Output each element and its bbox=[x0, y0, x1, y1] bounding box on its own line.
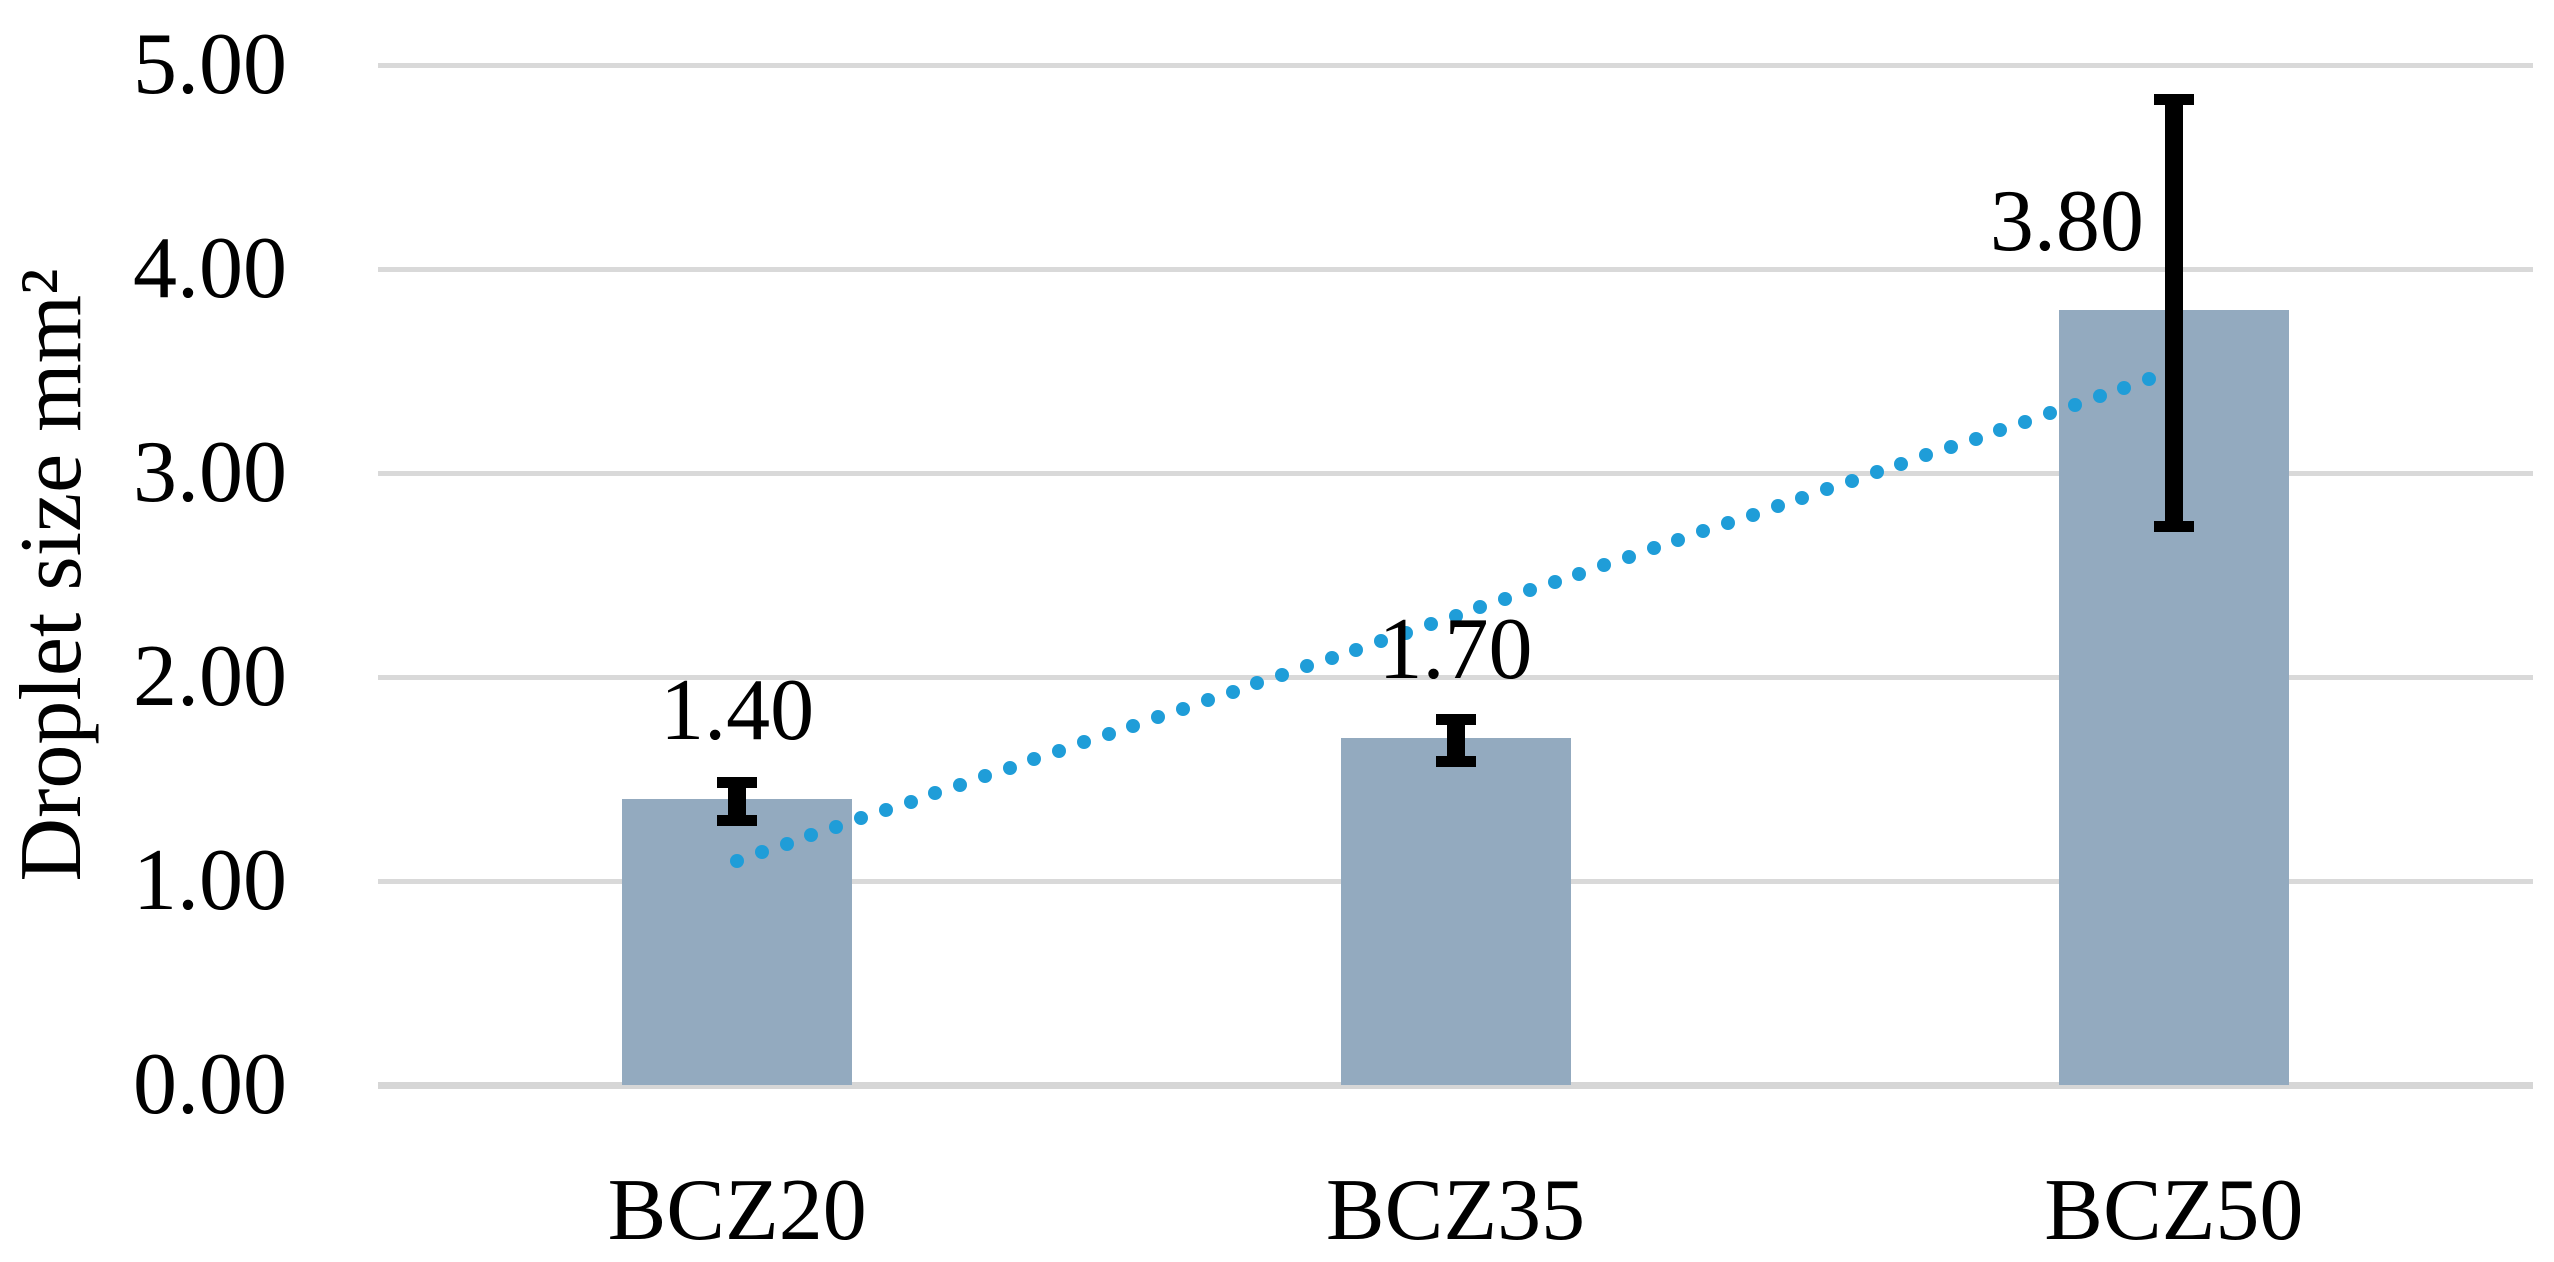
error-bar-cap-bottom bbox=[717, 814, 758, 826]
y-tick-label: 4.00 bbox=[133, 220, 287, 317]
trendline-dot bbox=[1745, 507, 1760, 522]
trendline-dot bbox=[953, 777, 968, 792]
bar-BCZ35 bbox=[1340, 738, 1571, 1085]
trendline-dot bbox=[779, 836, 794, 851]
x-category-label-BCZ50: BCZ50 bbox=[2044, 1162, 2304, 1259]
trendline-dot bbox=[1943, 439, 1958, 454]
trendline-dot bbox=[1151, 710, 1166, 725]
data-label-BCZ35: 1.70 bbox=[1378, 601, 1533, 699]
x-category-label-BCZ35: BCZ35 bbox=[1325, 1162, 1586, 1259]
trendline-dot bbox=[1671, 532, 1686, 547]
trendline-dot bbox=[1646, 541, 1661, 556]
error-bar-cap-bottom bbox=[2153, 521, 2194, 533]
trendline-dot bbox=[878, 802, 893, 817]
trendline-dot bbox=[1299, 659, 1314, 674]
trendline-dot bbox=[1547, 575, 1562, 590]
trendline-dot bbox=[1374, 634, 1389, 649]
trendline-dot bbox=[829, 819, 844, 834]
trendline-dot bbox=[1720, 515, 1735, 530]
trendline-dot bbox=[754, 845, 769, 860]
error-bar-cap-top bbox=[1435, 713, 1476, 725]
data-label-BCZ50: 3.80 bbox=[1989, 172, 2144, 270]
trendline-dot bbox=[1919, 448, 1934, 463]
error-bar-line bbox=[1446, 713, 1465, 767]
trendline-dot bbox=[1473, 600, 1488, 615]
trendline-dot bbox=[1126, 718, 1141, 733]
trendline-dot bbox=[1894, 456, 1909, 471]
error-bar-cap-top bbox=[717, 776, 758, 788]
trendline-dot bbox=[1101, 726, 1116, 741]
trendline-dot bbox=[2067, 397, 2082, 412]
gridline-3.00 bbox=[378, 471, 2533, 476]
trendline-dot bbox=[1398, 625, 1413, 640]
trendline-dot bbox=[1200, 693, 1215, 708]
gridline-2.00 bbox=[378, 675, 2533, 680]
trendline-dot bbox=[1052, 743, 1067, 758]
trendline-dot bbox=[1349, 642, 1364, 657]
trendline-dot bbox=[1597, 558, 1612, 573]
trendline-dot bbox=[730, 853, 745, 868]
trendline-dot bbox=[804, 828, 819, 843]
trendline-dot bbox=[1275, 667, 1290, 682]
trendline-dot bbox=[1027, 752, 1042, 767]
error-bar-line bbox=[2164, 93, 2183, 533]
trendline-dot bbox=[928, 786, 943, 801]
gridline-5.00 bbox=[378, 63, 2533, 68]
trendline-dot bbox=[1993, 423, 2008, 438]
trendline-dot bbox=[2117, 380, 2132, 395]
y-tick-label: 1.00 bbox=[133, 832, 287, 929]
error-bar-cap-top bbox=[2153, 93, 2194, 105]
trendline-dot bbox=[1696, 524, 1711, 539]
trendline-dot bbox=[1621, 549, 1636, 564]
trendline-dot bbox=[1770, 499, 1785, 514]
trendline-dot bbox=[1225, 684, 1240, 699]
trendline-dot bbox=[1968, 431, 1983, 446]
y-tick-label: 2.00 bbox=[133, 628, 287, 725]
trendline-dot bbox=[1324, 651, 1339, 665]
trendline-dot bbox=[1076, 735, 1091, 750]
trendline-dot bbox=[1795, 490, 1810, 505]
trendline-dot bbox=[2142, 372, 2157, 387]
trendline-dot bbox=[1250, 676, 1265, 691]
y-tick-label: 3.00 bbox=[133, 424, 287, 521]
trendline-dot bbox=[1176, 701, 1191, 716]
gridline-4.00 bbox=[378, 267, 2533, 272]
y-tick-label: 5.00 bbox=[133, 16, 287, 113]
trendline-dot bbox=[2042, 406, 2057, 421]
trendline-dot bbox=[903, 794, 918, 809]
trendline-dot bbox=[1522, 583, 1537, 598]
trendline-dot bbox=[1844, 473, 1859, 488]
trendline-dot bbox=[1869, 465, 1884, 480]
trendline-dot bbox=[2018, 414, 2033, 429]
data-label-BCZ20: 1.40 bbox=[660, 662, 815, 760]
trendline-dot bbox=[2092, 389, 2107, 404]
trendline-dot bbox=[1448, 608, 1463, 623]
trendline-dot bbox=[854, 811, 869, 826]
x-axis-line bbox=[378, 1082, 2533, 1089]
trendline-dot bbox=[1820, 482, 1835, 497]
trendline-dot bbox=[1423, 617, 1438, 632]
error-bar-line bbox=[728, 776, 747, 826]
bar-BCZ20 bbox=[622, 799, 853, 1085]
trendline-dot bbox=[1498, 591, 1513, 606]
trendline-dot bbox=[977, 769, 992, 784]
x-category-label-BCZ20: BCZ20 bbox=[607, 1162, 867, 1259]
error-bar-cap-bottom bbox=[1435, 755, 1476, 767]
trendline-dot bbox=[1002, 760, 1017, 775]
trendline-dot bbox=[1572, 566, 1587, 581]
y-tick-label: 0.00 bbox=[133, 1036, 287, 1133]
